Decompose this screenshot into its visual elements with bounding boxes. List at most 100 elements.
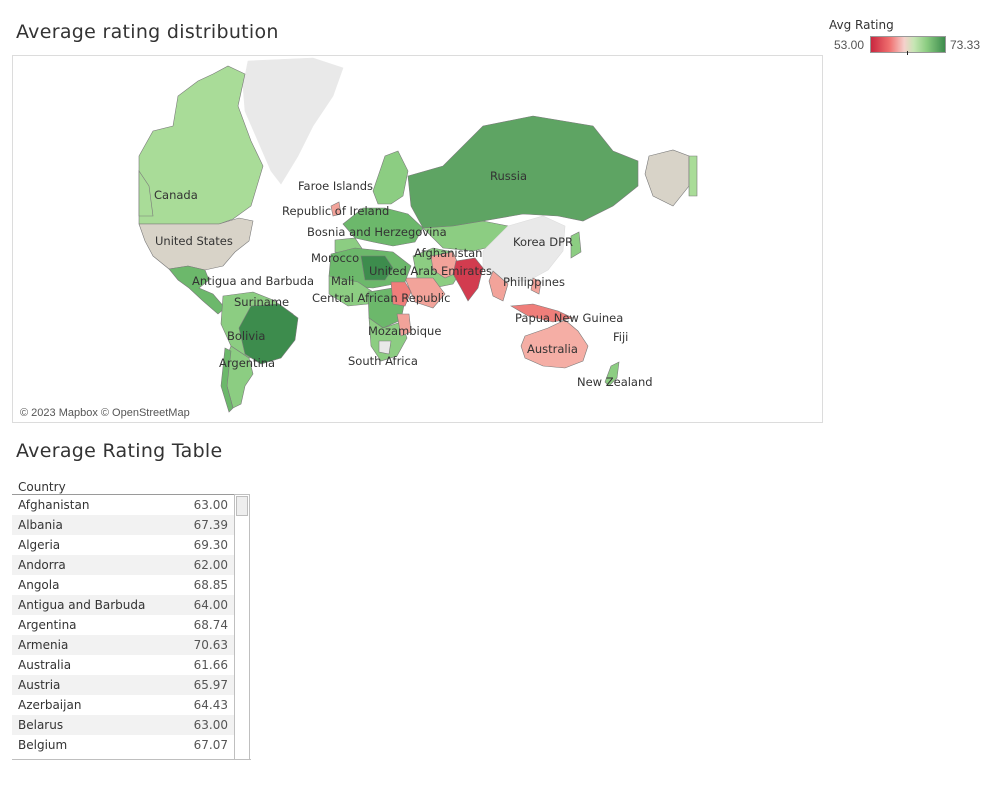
map-region-mozambique-area[interactable] <box>396 313 412 337</box>
map-label-philippines: Philippines <box>503 275 565 289</box>
table-row[interactable]: Algeria 69.30 <box>12 535 234 555</box>
table-row[interactable]: Armenia 70.63 <box>12 635 234 655</box>
map-label-canada: Canada <box>154 188 198 202</box>
table-scrollbar-thumb[interactable] <box>236 496 248 516</box>
rating-cell: 68.85 <box>193 578 228 592</box>
map-label-australia: Australia <box>527 342 578 356</box>
map-label-united-states: United States <box>155 234 233 248</box>
map-label-new-zealand: New Zealand <box>577 375 653 389</box>
rating-cell: 64.00 <box>193 598 228 612</box>
map-label-central-african-republic: Central African Republic <box>312 291 450 305</box>
map-region-ireland[interactable] <box>330 201 342 217</box>
map-region-united-states[interactable] <box>138 217 254 271</box>
map-region-brazil[interactable] <box>238 303 299 365</box>
rating-cell: 65.97 <box>193 678 228 692</box>
map-region-yukon[interactable] <box>688 155 698 197</box>
map-region-se-asia[interactable] <box>488 270 509 302</box>
table-row[interactable]: Belarus 63.00 <box>12 715 234 735</box>
map-region-indonesia[interactable] <box>510 303 574 323</box>
rating-cell: 61.66 <box>193 658 228 672</box>
map-label-mozambique: Mozambique <box>368 324 441 338</box>
map-label-faroe-islands: Faroe Islands <box>298 179 373 193</box>
map-label-bolivia: Bolivia <box>227 329 265 343</box>
country-cell: Azerbaijan <box>18 698 82 712</box>
country-cell: Albania <box>18 518 63 532</box>
table-row[interactable]: Andorra 62.00 <box>12 555 234 575</box>
map-label-suriname: Suriname <box>234 295 289 309</box>
table-row[interactable]: Argentina 68.74 <box>12 615 234 635</box>
world-map[interactable]: Russia Canada Faroe Islands Republic of Ire… <box>13 56 822 422</box>
table-row[interactable]: Albania 67.39 <box>12 515 234 535</box>
map-region-philippines[interactable] <box>530 277 542 295</box>
rating-cell: 70.63 <box>193 638 228 652</box>
table-row[interactable]: Afghanistan 63.00 <box>12 495 234 515</box>
country-cell: Austria <box>18 678 61 692</box>
table-row[interactable]: Australia 61.66 <box>12 655 234 675</box>
country-cell: Australia <box>18 658 72 672</box>
map-region-greenland[interactable] <box>242 57 344 185</box>
map-region-mexico[interactable] <box>168 265 226 315</box>
country-cell: Afghanistan <box>18 498 90 512</box>
rating-cell: 63.00 <box>193 498 228 512</box>
map-region-south-africa-inner[interactable] <box>378 340 392 355</box>
map-label-republic-of-ireland: Republic of Ireland <box>282 204 389 218</box>
map-label-morocco: Morocco <box>311 251 359 265</box>
map-label-argentina: Argentina <box>219 356 275 370</box>
map-label-united-arab-emirates: United Arab Emirates <box>369 264 492 278</box>
rating-cell: 69.30 <box>193 538 228 552</box>
map-label-fiji: Fiji <box>613 330 628 344</box>
map-label-mali: Mali <box>331 274 354 288</box>
map-label-south-africa: South Africa <box>348 354 418 368</box>
rating-cell: 68.74 <box>193 618 228 632</box>
map-label-korea-dpr: Korea DPR <box>513 235 573 249</box>
country-cell: Armenia <box>18 638 69 652</box>
map-region-arabia[interactable] <box>404 277 446 309</box>
map-label-antigua-and-barbuda: Antigua and Barbuda <box>192 274 314 288</box>
map-region-australia[interactable] <box>520 319 589 369</box>
map-region-india[interactable] <box>452 257 484 302</box>
map-region-scandinavia[interactable] <box>372 150 409 205</box>
rating-cell: 62.00 <box>193 558 228 572</box>
map-region-alaska-side[interactable] <box>138 170 154 217</box>
rating-cell: 64.43 <box>193 698 228 712</box>
map-region-europe-west[interactable] <box>342 207 424 247</box>
map-title: Average rating distribution <box>16 21 279 43</box>
map-region-west-africa[interactable] <box>328 275 374 307</box>
map-attribution[interactable]: © 2023 Mapbox © OpenStreetMap <box>20 407 190 419</box>
map-view[interactable]: Russia Canada Faroe Islands Republic of Ire… <box>12 55 823 423</box>
map-region-new-zealand[interactable] <box>604 361 620 387</box>
table-row[interactable]: Antigua and Barbuda 64.00 <box>12 595 234 615</box>
country-cell: Andorra <box>18 558 66 572</box>
map-region-southern-africa[interactable] <box>368 317 408 362</box>
rating-cell: 63.00 <box>193 718 228 732</box>
legend-min: 53.00 <box>834 38 865 52</box>
map-label-afghanistan: Afghanistan <box>414 246 482 260</box>
country-cell: Antigua and Barbuda <box>18 598 146 612</box>
legend-max: 73.33 <box>950 38 981 52</box>
legend-title: Avg Rating <box>829 18 894 32</box>
rating-cell: 67.07 <box>193 738 228 752</box>
column-header-country[interactable]: Country <box>18 480 66 494</box>
legend-ramp-marker <box>907 51 908 55</box>
map-region-chile[interactable] <box>220 347 234 413</box>
map-label-papua-new-guinea: Papua New Guinea <box>515 311 623 325</box>
map-region-central-north-africa[interactable] <box>360 255 394 281</box>
country-cell: Angola <box>18 578 60 592</box>
legend-color-ramp <box>870 36 946 53</box>
rating-table[interactable]: Country Afghanistan 63.00 Albania 67.39 Alge… <box>12 477 251 760</box>
color-legend[interactable]: Avg Rating 53.00 73.33 <box>829 18 989 58</box>
table-row[interactable]: Azerbaijan 64.43 <box>12 695 234 715</box>
map-region-east-africa[interactable] <box>390 281 412 307</box>
country-cell: Belgium <box>18 738 68 752</box>
map-region-japan[interactable] <box>570 231 582 259</box>
map-label-bosnia-and-herzegovina: Bosnia and Herzegovina <box>307 225 447 239</box>
map-region-alaska[interactable] <box>644 149 690 207</box>
table-row[interactable]: Belgium 67.07 <box>12 735 234 755</box>
header-divider <box>12 494 237 495</box>
country-cell: Belarus <box>18 718 64 732</box>
table-bottom-border <box>12 759 251 760</box>
table-scrollbar[interactable] <box>234 494 250 760</box>
table-title: Average Rating Table <box>16 440 223 462</box>
table-row[interactable]: Angola 68.85 <box>12 575 234 595</box>
table-row[interactable]: Austria 65.97 <box>12 675 234 695</box>
